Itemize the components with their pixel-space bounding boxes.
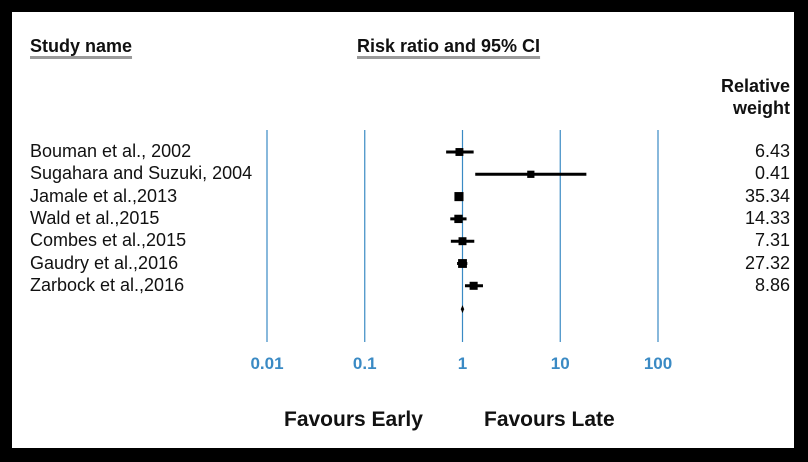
- x-label-favours-early: Favours Early: [284, 408, 423, 431]
- study-weight: 6.43: [754, 141, 790, 161]
- point-estimate: [454, 214, 463, 224]
- relative-weight-header: Relative weight: [721, 75, 790, 119]
- study-weight: 0.41: [754, 163, 790, 184]
- study-name: Wald et al.,2015: [30, 207, 160, 228]
- x-tick-label: 10: [550, 354, 570, 373]
- x-tick-label: 0.1: [352, 354, 377, 373]
- risk-ratio-header: Risk ratio and 95% CI: [357, 36, 541, 56]
- pooled-diamond: [460, 305, 465, 314]
- study-weight: 7.31: [754, 230, 790, 251]
- study-name-header: Study name: [30, 36, 133, 56]
- study-name: Sugahara and Suzuki, 2004: [30, 163, 253, 184]
- x-tick-label: 100: [643, 354, 673, 373]
- relative-weight-header-line2: weight: [733, 98, 790, 118]
- point-estimate: [454, 192, 464, 202]
- study-weight: 14.33: [744, 207, 790, 228]
- forest-plot-panel: Study name Risk ratio and 95% CI Relativ…: [12, 12, 794, 448]
- study-weight: 8.86: [754, 274, 790, 295]
- study-name: Jamale et al.,2013: [30, 185, 178, 206]
- study-weight: 27.32: [744, 252, 790, 273]
- point-estimate: [458, 259, 467, 268]
- x-tick-label: 1: [457, 354, 468, 373]
- point-estimate: [527, 170, 535, 178]
- x-label-favours-late: Favours Late: [484, 408, 615, 431]
- study-name: Combes et al.,2015: [30, 230, 187, 251]
- point-estimate: [455, 148, 464, 156]
- x-tick-label: 0.01: [250, 354, 284, 373]
- study-name: Zarbock et al.,2016: [30, 274, 185, 295]
- point-estimate: [458, 237, 467, 246]
- relative-weight-header-line1: Relative: [720, 76, 790, 96]
- forest-plot-svg: [266, 130, 659, 342]
- study-name: Gaudry et al.,2016: [30, 252, 179, 273]
- study-weight: 35.34: [744, 185, 790, 206]
- study-name: Bouman et al., 2002: [30, 141, 192, 161]
- point-estimate: [469, 281, 478, 290]
